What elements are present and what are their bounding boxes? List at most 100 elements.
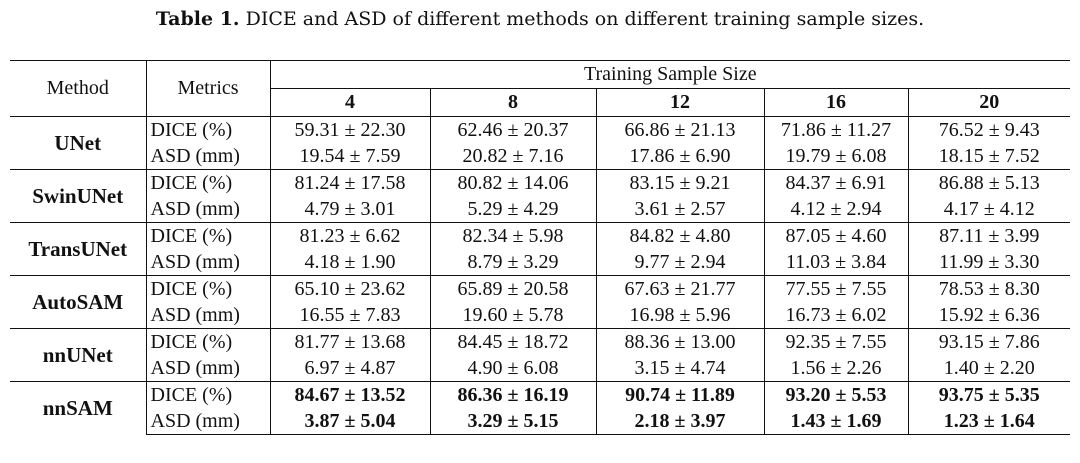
table-row: TransUNet DICE (%) 81.23 ± 6.62 82.34 ± 5.9…	[10, 222, 1071, 276]
dice-value-cell: 86.88 ± 5.13	[908, 169, 1071, 196]
dice-value-cell: 81.77 ± 13.68	[270, 328, 431, 355]
asd-value-cell: 3.29 ± 5.15	[430, 408, 597, 435]
dice-value-cell: 93.15 ± 7.86	[908, 328, 1071, 355]
method-name: AutoSAM	[10, 275, 147, 329]
header-size: 4	[270, 88, 431, 117]
dice-value-cell: 77.55 ± 7.55	[764, 275, 909, 302]
dice-value-cell: 84.37 ± 6.91	[764, 169, 909, 196]
method-name: TransUNet	[10, 222, 147, 276]
asd-value-cell: 4.17 ± 4.12	[943, 198, 1035, 220]
dice-value-cell: 88.36 ± 13.00	[596, 328, 765, 355]
asd-value-cell: 19.79 ± 6.08	[764, 143, 909, 170]
dice-value-cell: 84.82 ± 4.80	[596, 222, 765, 249]
asd-value-cell: 19.60 ± 5.78	[430, 302, 597, 329]
metric-label: ASD (mm)	[146, 355, 271, 382]
dice-value-cell: 62.46 ± 20.37	[430, 116, 597, 143]
dice-value-cell: 86.36 ± 16.19	[430, 381, 597, 408]
dice-value-cell: 90.74 ± 11.89	[596, 381, 765, 408]
metric-label: ASD (mm)	[146, 196, 271, 223]
results-table: Method Metrics Training Sample Size 4 8 …	[10, 60, 1071, 435]
table-row: ASD (mm) 4.79 ± 3.01 5.29 ± 4.29 3.61 ± 2.5…	[10, 196, 1070, 223]
caption-label: Table 1.	[155, 8, 240, 30]
asd-value-cell: 2.18 ± 3.97	[596, 408, 765, 435]
table-row: ASD (mm) 4.18 ± 1.90 8.79 ± 3.29 9.77 ± 2.9…	[10, 249, 1070, 276]
metric-label: ASD (mm)	[146, 143, 271, 170]
header-size: 8	[430, 88, 597, 117]
asd-value-cell: 17.86 ± 6.90	[596, 143, 765, 170]
asd-value-cell: 18.15 ± 7.52	[938, 145, 1040, 167]
dice-value-cell: 65.89 ± 20.58	[430, 275, 597, 302]
metric-label: DICE (%)	[146, 328, 271, 355]
method-name: UNet	[10, 116, 147, 170]
header-sizes-row: 4 8 12 16 20	[10, 88, 1071, 117]
dice-value-cell: 59.31 ± 22.30	[270, 116, 431, 143]
dice-value-cell: 82.34 ± 5.98	[430, 222, 597, 249]
asd-value-cell: 5.29 ± 4.29	[430, 196, 597, 223]
table-row: SwinUNet DICE (%) 81.24 ± 17.58 80.82 ± 14.…	[10, 169, 1071, 223]
asd-value-cell: 19.54 ± 7.59	[270, 143, 431, 170]
table-row: ASD (mm) 19.54 ± 7.59 20.82 ± 7.16 17.86 ± …	[10, 143, 1070, 170]
table-caption: Table 1. DICE and ASD of different metho…	[0, 8, 1080, 30]
asd-value-cell: 3.61 ± 2.57	[596, 196, 765, 223]
method-name: nnUNet	[10, 328, 147, 382]
header-size: 12	[596, 88, 765, 117]
asd-value-cell: 4.90 ± 6.08	[430, 355, 597, 382]
header-size: 16	[764, 88, 909, 117]
dice-value-cell: 87.11 ± 3.99	[908, 222, 1071, 249]
asd-value-cell: 16.73 ± 6.02	[764, 302, 909, 329]
metric-label: ASD (mm)	[146, 302, 271, 329]
metric-label: ASD (mm)	[146, 249, 271, 276]
table-row: ASD (mm) 3.87 ± 5.04 3.29 ± 5.15 2.18 ± 3.9…	[10, 408, 1071, 435]
metric-label: ASD (mm)	[146, 408, 271, 435]
table-row: ASD (mm) 16.55 ± 7.83 19.60 ± 5.78 16.98 ± …	[10, 302, 1070, 329]
asd-value-cell: 20.82 ± 7.16	[430, 143, 597, 170]
asd-value-cell: 6.97 ± 4.87	[270, 355, 431, 382]
metric-label: DICE (%)	[146, 275, 271, 302]
asd-value-cell: 9.77 ± 2.94	[596, 249, 765, 276]
dice-value-cell: 71.86 ± 11.27	[764, 116, 909, 143]
header-metrics: Metrics	[146, 60, 271, 117]
asd-value-cell: 1.23 ± 1.64	[908, 408, 1071, 435]
dice-value-cell: 87.05 ± 4.60	[764, 222, 909, 249]
asd-value-cell: 4.12 ± 2.94	[764, 196, 909, 223]
dice-value-cell: 84.45 ± 18.72	[430, 328, 597, 355]
asd-value-cell: 15.92 ± 6.36	[938, 304, 1040, 326]
dice-value-cell: 93.75 ± 5.35	[908, 381, 1071, 408]
dice-value-cell: 78.53 ± 8.30	[908, 275, 1071, 302]
dice-value-cell: 66.86 ± 21.13	[596, 116, 765, 143]
table-row: nnUNet DICE (%) 81.77 ± 13.68 84.45 ± 18.72…	[10, 328, 1071, 382]
asd-value-cell: 4.18 ± 1.90	[270, 249, 431, 276]
metric-label: DICE (%)	[146, 381, 271, 408]
asd-value-cell: 4.79 ± 3.01	[270, 196, 431, 223]
dice-value-cell: 83.15 ± 9.21	[596, 169, 765, 196]
metric-label: DICE (%)	[146, 169, 271, 196]
asd-value-cell: 11.99 ± 3.30	[939, 251, 1040, 273]
table-row: nnSAM DICE (%) 84.67 ± 13.52 86.36 ± 16.19 9…	[10, 381, 1071, 435]
asd-value-cell: 16.98 ± 5.96	[596, 302, 765, 329]
dice-value-cell: 80.82 ± 14.06	[430, 169, 597, 196]
asd-value-cell: 1.40 ± 2.20	[943, 357, 1035, 379]
dice-value-cell: 81.24 ± 17.58	[270, 169, 431, 196]
header-method: Method	[10, 60, 147, 117]
asd-value-cell: 16.55 ± 7.83	[270, 302, 431, 329]
dice-value-cell: 92.35 ± 7.55	[764, 328, 909, 355]
metric-label: DICE (%)	[146, 116, 271, 143]
dice-value-cell: 84.67 ± 13.52	[270, 381, 431, 408]
header-size: 20	[908, 88, 1071, 117]
asd-value-cell: 3.87 ± 5.04	[270, 408, 431, 435]
header-training-sample-size: Training Sample Size	[270, 60, 1071, 89]
asd-value-cell: 3.15 ± 4.74	[596, 355, 765, 382]
asd-value-cell: 1.43 ± 1.69	[764, 408, 909, 435]
asd-value-cell: 11.03 ± 3.84	[764, 249, 909, 276]
caption-text: DICE and ASD of different methods on dif…	[245, 8, 925, 30]
dice-value-cell: 76.52 ± 9.43	[908, 116, 1071, 143]
dice-value-cell: 67.63 ± 21.77	[596, 275, 765, 302]
table-row: UNet DICE (%) 59.31 ± 22.30 62.46 ± 20.37 66…	[10, 116, 1071, 170]
asd-value-cell: 1.56 ± 2.26	[764, 355, 909, 382]
asd-value-cell: 8.79 ± 3.29	[430, 249, 597, 276]
metric-label: DICE (%)	[146, 222, 271, 249]
dice-value-cell: 81.23 ± 6.62	[270, 222, 431, 249]
method-name: nnSAM	[10, 381, 147, 435]
dice-value-cell: 65.10 ± 23.62	[270, 275, 431, 302]
table-body: UNet DICE (%) 59.31 ± 22.30 62.46 ± 20.37 66…	[10, 116, 1071, 435]
